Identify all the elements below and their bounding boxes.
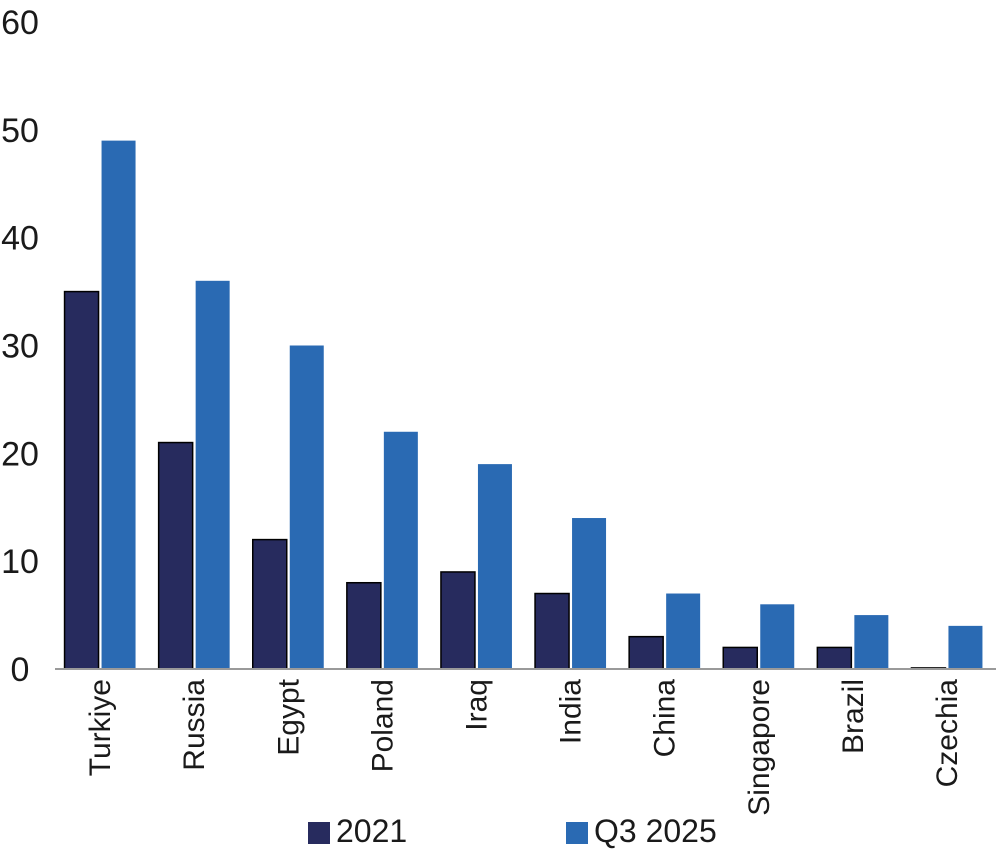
legend-label: Q3 2025 [594,813,717,849]
x-tick-label: India [555,679,588,744]
bar-2021-iraq [440,571,476,670]
x-tick-label: Singapore [743,679,776,816]
bar-q3-2025-czechia [948,625,983,669]
bar-2021-china [628,635,664,670]
legend-label: 2021 [336,813,407,849]
y-axis: 0 10 20 30 40 50 60 [1,4,39,689]
bar-2021-turkiye [63,290,100,670]
bar-q3-2025-singapore [760,604,795,669]
bar-q3-2025-india [572,518,607,669]
bar-q3-2025-egypt [289,345,324,669]
legend: 2021 Q3 2025 [308,813,717,849]
x-tick-label: Iraq [460,679,493,731]
x-tick-label: Czechia [931,679,964,788]
bar-2021-russia [157,441,194,670]
y-tick-label: 40 [1,220,39,258]
x-tick-label: China [649,679,682,758]
bar-q3-2025-china [666,593,701,669]
x-tick-label: Poland [366,679,399,772]
bar-2021-brazil [816,646,853,670]
y-tick-label: 0 [11,651,30,689]
bar-q3-2025-brazil [854,615,889,669]
bar-q3-2025-turkiye [101,140,136,669]
y-tick-label: 20 [1,435,39,473]
legend-swatch [308,822,330,844]
bar-q3-2025-russia [195,280,230,669]
bar-q3-2025-iraq [477,464,512,669]
bar-2021-egypt [252,538,288,670]
y-tick-label: 30 [1,328,39,366]
legend-swatch [566,822,588,844]
x-tick-label: Turkiye [84,679,117,776]
bar-2021-india [534,592,570,670]
x-tick-label: Egypt [272,678,305,755]
x-tick-label: Brazil [837,679,870,754]
y-tick-label: 50 [1,112,39,150]
bars [63,140,983,670]
x-tick-label: Russia [178,679,211,771]
bar-2021-singapore [722,646,758,670]
y-tick-label: 60 [1,4,39,42]
bar-q3-2025-poland [383,431,418,669]
y-tick-label: 10 [1,543,39,581]
bar-2021-poland [346,581,382,670]
x-axis-labels: Turkiye Russia Egypt Poland Iraq India China Si… [84,678,964,815]
